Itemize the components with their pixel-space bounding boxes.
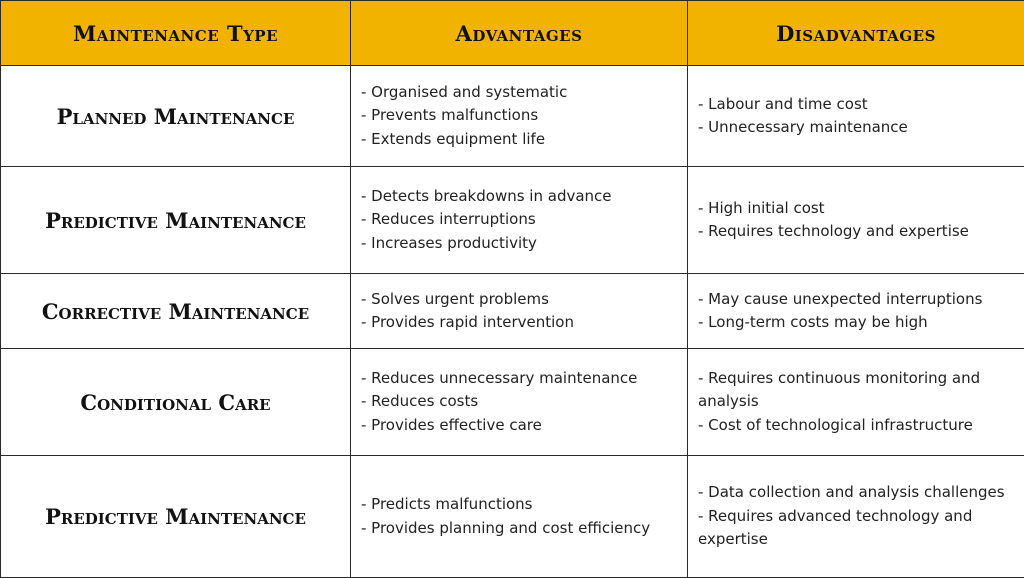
table-row: Conditional Care - Reduces unnecessary m… [1,349,1024,456]
advantages-cell: - Detects breakdowns in advance - Reduce… [351,167,688,274]
disadvantages-cell: - High initial cost - Requires technolog… [688,167,1024,274]
disadvantage-item: - Unnecessary maintenance [698,116,1016,140]
disadvantage-item: - Labour and time cost [698,93,1016,117]
disadvantage-item: - Long-term costs may be high [698,311,1016,335]
maintenance-type-cell: Planned Maintenance [1,66,351,167]
advantage-item: - Reduces interruptions [361,208,679,232]
advantage-item: - Increases productivity [361,232,679,256]
disadvantages-cell: - May cause unexpected interruptions - L… [688,274,1024,349]
disadvantage-item: - High initial cost [698,197,1016,221]
advantages-cell: - Solves urgent problems - Provides rapi… [351,274,688,349]
advantage-item: - Reduces costs [361,390,679,414]
table-row: Planned Maintenance - Organised and syst… [1,66,1024,167]
maintenance-type-cell: Conditional Care [1,349,351,456]
advantages-cell: - Predicts malfunctions - Provides plann… [351,456,688,578]
maintenance-type-cell: Predictive Maintenance [1,167,351,274]
advantages-cell: - Organised and systematic - Prevents ma… [351,66,688,167]
table-row: Predictive Maintenance - Predicts malfun… [1,456,1024,578]
maintenance-type-cell: Predictive Maintenance [1,456,351,578]
header-advantages: Advantages [351,1,688,66]
disadvantage-item: - Requires advanced technology and exper… [698,505,1016,552]
header-disadvantages: Disadvantages [688,1,1024,66]
disadvantages-cell: - Data collection and analysis challenge… [688,456,1024,578]
disadvantage-item: - Data collection and analysis challenge… [698,481,1016,505]
advantage-item: - Prevents malfunctions [361,104,679,128]
advantage-item: - Solves urgent problems [361,288,679,312]
advantage-item: - Provides rapid intervention [361,311,679,335]
disadvantage-item: - Requires technology and expertise [698,220,1016,244]
advantage-item: - Reduces unnecessary maintenance [361,367,679,391]
header-maintenance-type: Maintenance Type [1,1,351,66]
advantage-item: - Extends equipment life [361,128,679,152]
disadvantages-cell: - Requires continuous monitoring and ana… [688,349,1024,456]
disadvantage-item: - Cost of technological infrastructure [698,414,1016,438]
advantage-item: - Predicts malfunctions [361,493,679,517]
advantage-item: - Provides planning and cost efficiency [361,517,679,541]
maintenance-type-cell: Corrective Maintenance [1,274,351,349]
advantage-item: - Organised and systematic [361,81,679,105]
disadvantage-item: - May cause unexpected interruptions [698,288,1016,312]
disadvantage-item: - Requires continuous monitoring and ana… [698,367,1016,414]
table-row: Predictive Maintenance - Detects breakdo… [1,167,1024,274]
advantages-cell: - Reduces unnecessary maintenance - Redu… [351,349,688,456]
advantage-item: - Detects breakdowns in advance [361,185,679,209]
table-row: Corrective Maintenance - Solves urgent p… [1,274,1024,349]
advantage-item: - Provides effective care [361,414,679,438]
table-header-row: Maintenance Type Advantages Disadvantage… [1,1,1024,66]
disadvantages-cell: - Labour and time cost - Unnecessary mai… [688,66,1024,167]
